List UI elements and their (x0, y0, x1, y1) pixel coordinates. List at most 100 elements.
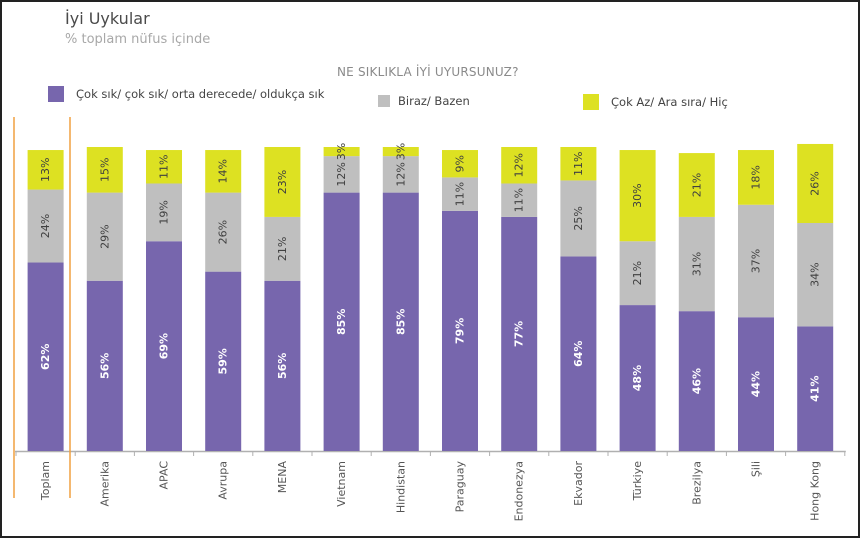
x-tick-label: Avrupa (217, 461, 230, 500)
bar-segment-toplam-0 (27, 262, 64, 451)
data-label: 30% (631, 183, 644, 207)
bar-segment-mena-0 (264, 280, 301, 451)
x-tick-label: Hong Kong (809, 461, 822, 521)
data-label: 31% (690, 252, 703, 276)
bar-segment-s-ili-0 (738, 317, 774, 451)
bar-segment-s-ili-1 (738, 204, 774, 318)
data-label: 29% (98, 224, 111, 248)
x-tick-label: Toplam (39, 461, 52, 501)
x-tick-label: Endonezya (513, 461, 526, 521)
chart-question-title: NE SIKLIKLA İYİ UYURSUNUZ? (337, 65, 519, 79)
bar-segment-s-ili-2 (738, 150, 774, 205)
data-label: 23% (276, 170, 289, 194)
bar-segment-ekvador-0 (560, 256, 597, 451)
legend-swatch-frequent (48, 86, 64, 102)
bar-segment-tu-rkiye-1 (619, 241, 656, 306)
bar-segment-paraguay-1 (442, 177, 478, 211)
bar-segment-ekvador-2 (560, 147, 597, 181)
x-tick-label: APAC (158, 461, 171, 490)
data-label: 11% (158, 155, 171, 179)
legend-label-rarely: Çok Az/ Ara sıra/ Hiç (611, 95, 728, 109)
data-label: 15% (98, 158, 111, 182)
x-tick-label: Türkiye (631, 461, 644, 502)
data-label: 46% (690, 368, 703, 394)
bar-segment-amerika-2 (86, 147, 123, 193)
data-label: 12% (513, 153, 526, 177)
data-label: 19% (158, 200, 171, 224)
data-label: 64% (572, 341, 585, 367)
bar-segment-mena-2 (264, 147, 301, 217)
x-tick-label: Brezilya (690, 461, 703, 505)
chart-title: İyi Uykular (65, 9, 150, 28)
data-label: 21% (276, 237, 289, 261)
bar-segment-brezilya-0 (678, 311, 715, 451)
data-label: 11% (513, 188, 526, 212)
bar-segment-hong-kong-2 (797, 143, 834, 223)
x-tick-label: Hindistan (394, 461, 407, 513)
bar-segment-vietnam-2 (323, 147, 360, 157)
bar-segment-amerika-0 (86, 280, 123, 451)
bar-segment-mena-1 (264, 216, 301, 281)
data-label: 56% (276, 353, 289, 379)
data-label: 69% (158, 333, 171, 359)
bar-segment-toplam-1 (27, 189, 64, 263)
data-label: 25% (572, 206, 585, 230)
bar-segment-amerika-1 (86, 192, 123, 281)
x-tick-label: Vietnam (335, 461, 348, 507)
data-label: 48% (631, 365, 644, 391)
bar-segment-hindistan-1 (382, 156, 419, 193)
data-label: 11% (454, 182, 467, 206)
chart-subtitle: % toplam nüfus içinde (65, 32, 211, 47)
x-tick-label: Amerika (98, 461, 111, 507)
bar-segment-apac-0 (146, 241, 182, 451)
data-label: 34% (809, 262, 822, 286)
data-label: 85% (335, 309, 348, 335)
bar-segment-ekvador-1 (560, 180, 597, 257)
data-label: 85% (394, 309, 407, 335)
data-label: 56% (98, 353, 111, 379)
bar-segment-endonezya-2 (501, 147, 538, 184)
legend-item-rarely: Çok Az/ Ara sıra/ Hiç (583, 94, 728, 110)
bar-segment-avrupa-0 (205, 271, 242, 451)
data-label: 26% (217, 220, 230, 244)
data-label: 41% (809, 376, 822, 402)
data-label: 3% (335, 143, 348, 160)
bar-segment-hong-kong-0 (797, 326, 834, 451)
data-label: 62% (39, 344, 52, 370)
data-label: 79% (454, 318, 467, 344)
x-tick-label: Ekvador (572, 461, 585, 506)
legend-swatch-rarely (583, 94, 599, 110)
data-label: 18% (750, 165, 763, 189)
legend-item-sometimes: Biraz/ Bazen (378, 94, 470, 108)
bar-segment-avrupa-2 (205, 150, 242, 193)
data-label: 77% (513, 321, 526, 347)
data-label: 24% (39, 214, 52, 238)
bar-segment-avrupa-1 (205, 192, 242, 272)
x-tick-label: Şili (750, 461, 763, 477)
data-label: 13% (39, 158, 52, 182)
bar-segment-tu-rkiye-2 (619, 150, 656, 242)
bar-segment-vietnam-1 (323, 156, 360, 193)
bar-segment-hindistan-2 (382, 147, 419, 157)
bar-segment-hindistan-0 (382, 192, 419, 451)
data-label: 9% (454, 155, 467, 172)
data-label: 37% (750, 249, 763, 273)
bar-segment-vietnam-0 (323, 192, 360, 451)
x-tick-label: Paraguay (454, 461, 467, 513)
data-label: 26% (809, 171, 822, 195)
legend-swatch-sometimes (378, 95, 390, 107)
bar-segment-hong-kong-1 (797, 223, 834, 327)
data-label: 59% (217, 348, 230, 374)
bar-segment-brezilya-2 (678, 153, 715, 217)
legend-label-sometimes: Biraz/ Bazen (398, 94, 470, 108)
x-tick-label: MENA (276, 461, 289, 494)
bar-segment-apac-2 (146, 150, 182, 184)
data-label: 11% (572, 151, 585, 175)
bar-segment-toplam-2 (27, 150, 64, 190)
legend-label-frequent: Çok sık/ çok sık/ orta derecede/ oldukça… (76, 87, 325, 101)
bar-segment-paraguay-2 (442, 150, 478, 178)
data-label: 21% (690, 173, 703, 197)
data-label: 12% (394, 162, 407, 186)
